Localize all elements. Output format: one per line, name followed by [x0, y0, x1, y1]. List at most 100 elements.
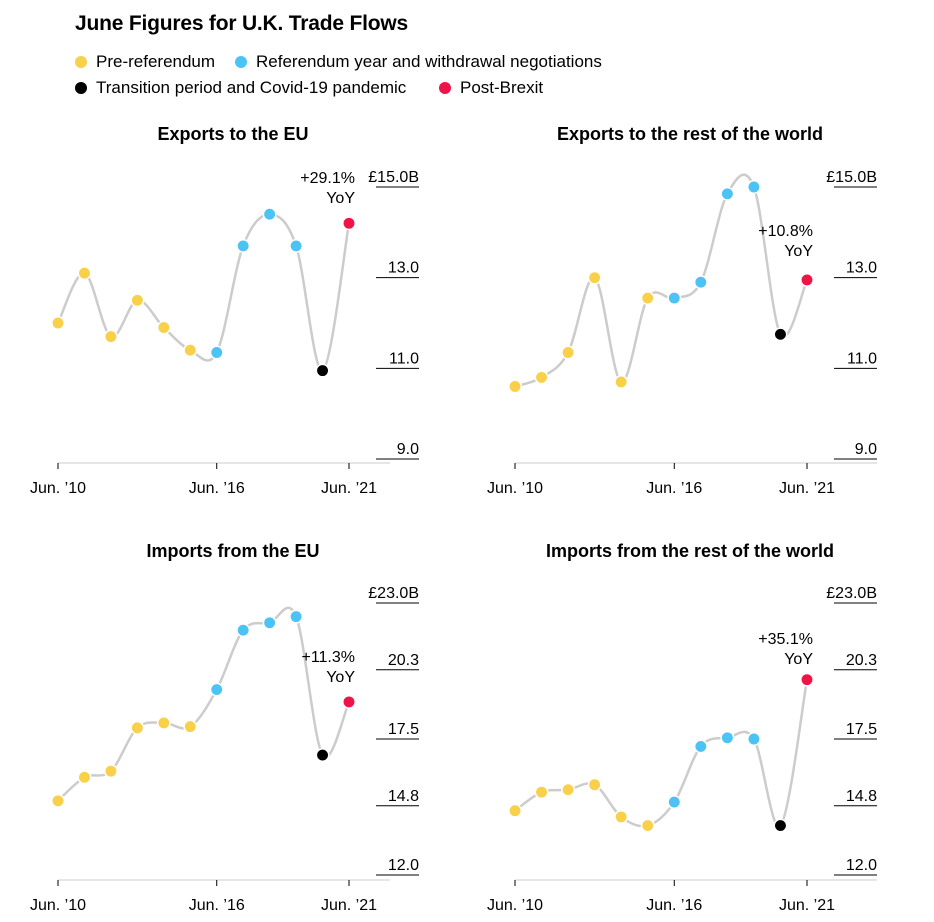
- data-point: [561, 345, 576, 360]
- data-point: [773, 818, 788, 833]
- data-point: [342, 216, 356, 231]
- x-tick-label: Jun. ’21: [321, 897, 377, 914]
- y-tick-label: £23.0B: [368, 585, 419, 602]
- data-point: [667, 795, 682, 810]
- y-tick-label: £23.0B: [826, 585, 877, 602]
- page-title: June Figures for U.K. Trade Flows: [75, 12, 408, 35]
- panel-title: Exports to the EU: [157, 124, 308, 144]
- x-tick-label: Jun. ’21: [779, 897, 835, 914]
- panel-title: Imports from the rest of the world: [546, 541, 834, 561]
- legend-label: Post-Brexit: [460, 78, 544, 97]
- y-tick-label: 17.5: [846, 721, 877, 738]
- data-point: [156, 320, 171, 335]
- x-tick-label: Jun. ’16: [189, 480, 245, 497]
- y-tick-label: 12.0: [846, 857, 877, 874]
- legend-label: Referendum year and withdrawal negotiati…: [256, 52, 602, 71]
- y-tick-label: 13.0: [388, 260, 419, 277]
- data-point: [587, 270, 602, 285]
- x-tick-label: Jun. ’16: [646, 480, 702, 497]
- x-tick-label: Jun. ’16: [189, 897, 245, 914]
- data-point: [667, 291, 682, 306]
- data-point: [183, 719, 198, 734]
- yoy-annotation: +29.1%: [300, 170, 355, 187]
- series-line: [514, 679, 809, 828]
- data-point: [534, 370, 549, 385]
- data-point: [640, 818, 655, 833]
- data-point: [77, 770, 92, 785]
- data-point: [262, 615, 277, 630]
- y-tick-label: 12.0: [388, 857, 419, 874]
- panel-title: Exports to the rest of the world: [557, 124, 823, 144]
- data-point: [614, 374, 629, 389]
- y-tick-label: 13.0: [846, 260, 877, 277]
- data-point: [289, 609, 304, 624]
- series-line: [57, 606, 351, 802]
- legend-item-transition: Transition period and Covid-19 pandemic: [75, 78, 406, 98]
- data-point: [746, 732, 761, 746]
- data-point: [209, 682, 224, 697]
- data-point: [130, 293, 145, 308]
- y-tick-label: 11.0: [847, 350, 877, 367]
- data-point: [614, 809, 629, 824]
- data-point: [693, 739, 708, 754]
- data-point: [508, 803, 522, 818]
- y-tick-label: 20.3: [846, 652, 877, 669]
- x-tick-label: Jun. ’21: [321, 480, 377, 497]
- legend-dot: [75, 82, 87, 94]
- y-tick-label: 11.0: [389, 350, 419, 367]
- x-tick-label: Jun. ’10: [487, 480, 543, 497]
- legend-item-pre-referendum: Pre-referendum: [75, 52, 215, 72]
- y-tick-label: 14.8: [388, 788, 419, 805]
- x-tick-label: Jun. ’10: [30, 480, 86, 497]
- data-point: [561, 782, 576, 797]
- y-tick-label: 9.0: [855, 441, 877, 458]
- data-point: [156, 715, 171, 730]
- data-point: [315, 748, 330, 763]
- data-point: [103, 329, 118, 344]
- x-tick-label: Jun. ’21: [779, 480, 835, 497]
- yoy-annotation: YoY: [784, 243, 813, 260]
- legend-dot: [439, 82, 451, 94]
- y-tick-label: £15.0B: [368, 169, 419, 186]
- y-tick-label: 20.3: [388, 652, 419, 669]
- data-point: [640, 291, 655, 306]
- legend-item-referendum: Referendum year and withdrawal negotiati…: [235, 52, 602, 72]
- yoy-annotation: YoY: [326, 190, 355, 207]
- x-tick-label: Jun. ’16: [646, 897, 702, 914]
- data-point: [289, 238, 304, 253]
- data-point: [77, 266, 92, 281]
- data-point: [236, 623, 251, 638]
- x-tick-label: Jun. ’10: [30, 897, 86, 914]
- x-tick-label: Jun. ’10: [487, 897, 543, 914]
- data-point: [693, 275, 708, 290]
- data-point: [800, 672, 814, 687]
- data-point: [508, 379, 522, 394]
- y-tick-label: £15.0B: [826, 169, 877, 186]
- data-point: [315, 363, 330, 378]
- data-point: [51, 316, 65, 330]
- data-point: [262, 207, 277, 222]
- series-line: [56, 212, 351, 372]
- data-point: [587, 777, 602, 792]
- data-point: [720, 186, 735, 201]
- legend-label: Pre-referendum: [96, 52, 216, 71]
- legend-dot: [75, 56, 87, 68]
- yoy-annotation: YoY: [326, 669, 355, 686]
- data-point: [130, 720, 145, 735]
- y-tick-label: 14.8: [846, 788, 877, 805]
- data-point: [103, 764, 118, 779]
- yoy-annotation: +10.8%: [758, 223, 813, 240]
- yoy-annotation: +35.1%: [758, 631, 813, 648]
- legend-item-post-brexit: Post-Brexit: [439, 78, 543, 98]
- data-point: [773, 327, 788, 342]
- yoy-annotation: YoY: [784, 651, 813, 668]
- yoy-annotation: +11.3%: [301, 649, 355, 666]
- data-point: [342, 694, 356, 709]
- panel-title: Imports from the EU: [146, 541, 319, 561]
- data-point: [51, 793, 65, 808]
- data-point: [720, 730, 735, 745]
- data-point: [183, 343, 198, 358]
- y-tick-label: 17.5: [388, 721, 419, 738]
- data-point: [534, 785, 549, 800]
